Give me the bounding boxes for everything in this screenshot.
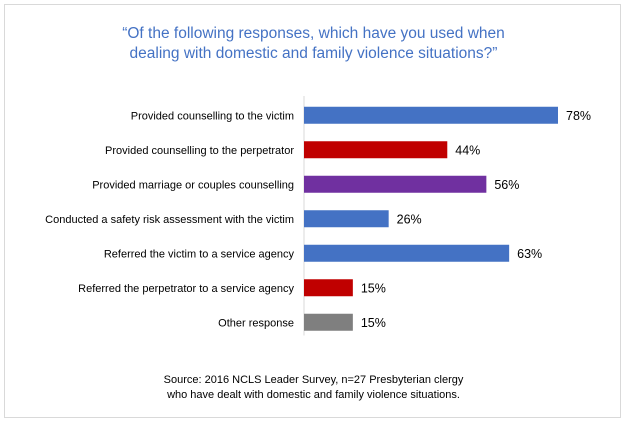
category-label: Referred the perpetrator to a service ag… xyxy=(78,283,294,295)
data-label: 26% xyxy=(397,212,422,226)
source-line-1: Source: 2016 NCLS Leader Survey, n=27 Pr… xyxy=(163,374,464,386)
bars-group: Provided counselling to the victim 78% Pro… xyxy=(45,106,591,331)
bar xyxy=(304,106,558,124)
bar xyxy=(304,175,487,193)
data-label: 78% xyxy=(566,109,591,123)
chart-source-note: Source: 2016 NCLS Leader Survey, n=27 Pr… xyxy=(0,373,627,403)
data-label: 63% xyxy=(517,247,542,261)
bar xyxy=(304,279,353,297)
category-label: Conducted a safety risk assessment with … xyxy=(45,214,294,226)
bar xyxy=(304,244,510,262)
data-label: 44% xyxy=(455,143,480,157)
category-label: Provided marriage or couples counselling xyxy=(92,179,294,191)
bar xyxy=(304,313,353,331)
data-label: 15% xyxy=(361,316,386,330)
source-line-2: who have dealt with domestic and family … xyxy=(167,389,460,401)
bar xyxy=(304,210,389,228)
category-label: Referred the victim to a service agency xyxy=(104,248,295,260)
data-label: 15% xyxy=(361,281,386,295)
chart-title-line-1: “Of the following responses, which have … xyxy=(122,25,505,42)
category-label: Provided counselling to the victim xyxy=(131,110,294,122)
category-label: Other response xyxy=(218,317,294,329)
data-label: 56% xyxy=(494,178,519,192)
bar xyxy=(304,141,448,159)
category-label: Provided counselling to the perpetrator xyxy=(105,145,294,157)
chart-title-line-2: dealing with domestic and family violenc… xyxy=(129,45,498,62)
chart-title: “Of the following responses, which have … xyxy=(0,24,627,64)
